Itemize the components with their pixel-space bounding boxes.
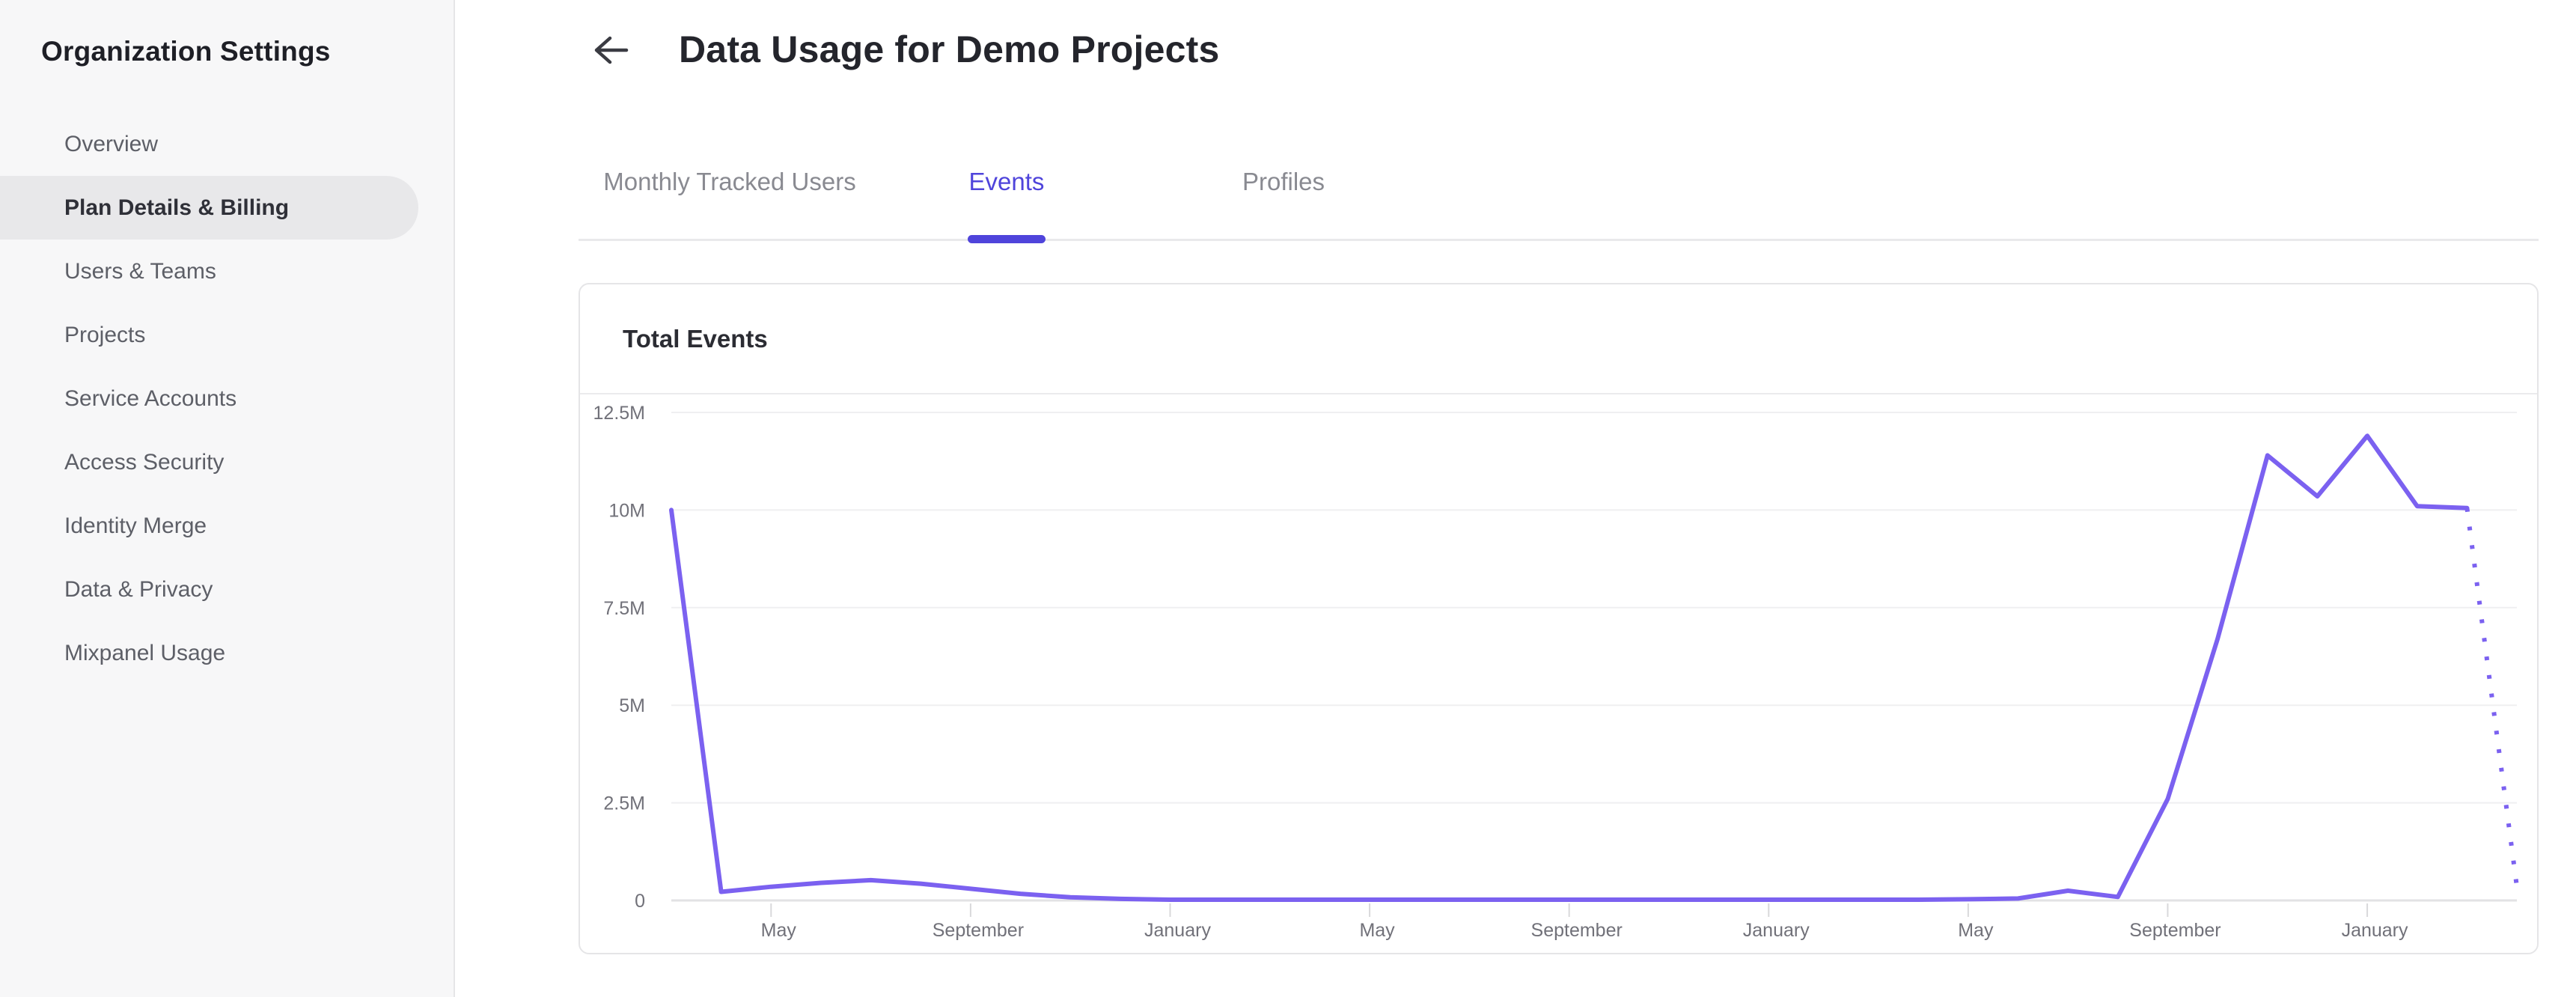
tab-label: Events bbox=[968, 168, 1045, 195]
sidebar-item-identity-merge[interactable]: Identity Merge bbox=[64, 513, 207, 538]
tab-label: Profiles bbox=[1242, 168, 1325, 195]
y-axis-label: 10M bbox=[608, 500, 645, 521]
x-axis-label: May bbox=[1359, 920, 1395, 941]
sidebar-item-service-accounts[interactable]: Service Accounts bbox=[64, 385, 237, 411]
x-axis-label: September bbox=[1531, 920, 1623, 941]
tab-events[interactable]: Events bbox=[868, 141, 1145, 243]
sidebar-item-plan-details-billing[interactable]: Plan Details & Billing bbox=[0, 176, 418, 240]
tab-label: Monthly Tracked Users bbox=[603, 168, 856, 195]
x-axis-label: January bbox=[1743, 920, 1810, 941]
total-events-card: Total Events 0 2.5M 5M 7.5M 10M 12.5M May Septe… bbox=[579, 283, 2539, 954]
events-line-incomplete-segment bbox=[2464, 507, 2519, 888]
x-axis-label: May bbox=[761, 920, 797, 941]
sidebar-item-overview[interactable]: Overview bbox=[64, 131, 159, 156]
active-tab-indicator bbox=[968, 235, 1046, 243]
y-axis-label: 12.5M bbox=[593, 403, 645, 424]
y-axis-label: 2.5M bbox=[603, 793, 645, 814]
sidebar-item-users-teams[interactable]: Users & Teams bbox=[64, 258, 216, 284]
x-axis-label: May bbox=[1958, 920, 1994, 941]
x-axis-label: September bbox=[933, 920, 1024, 941]
left-arrow-icon bbox=[592, 34, 629, 69]
x-axis-label: September bbox=[2129, 920, 2221, 941]
sidebar-item-projects[interactable]: Projects bbox=[64, 322, 146, 347]
sidebar-item-data-privacy[interactable]: Data & Privacy bbox=[64, 576, 213, 602]
y-axis-label: 7.5M bbox=[603, 598, 645, 619]
events-line-series bbox=[669, 433, 2470, 902]
back-button[interactable] bbox=[591, 33, 630, 69]
y-axis-label: 0 bbox=[635, 891, 645, 912]
sidebar-item-mixpanel-usage[interactable]: Mixpanel Usage bbox=[64, 640, 226, 665]
events-chart-svg: 0 2.5M 5M 7.5M 10M 12.5M May September January Ma… bbox=[593, 403, 2519, 941]
y-axis-label: 5M bbox=[619, 695, 645, 716]
organization-settings-sidebar: Organization Settings Overview Plan Detai… bbox=[0, 0, 455, 997]
tab-monthly-tracked-users[interactable]: Monthly Tracked Users bbox=[591, 141, 868, 239]
page-title: Data Usage for Demo Projects bbox=[679, 28, 1220, 70]
card-header: Total Events bbox=[580, 284, 2537, 394]
usage-tabs: Monthly Tracked Users Events Profiles bbox=[579, 141, 2539, 243]
sidebar-title: Organization Settings bbox=[41, 36, 331, 67]
sidebar-item-access-security[interactable]: Access Security bbox=[64, 449, 225, 475]
tab-profiles[interactable]: Profiles bbox=[1145, 141, 1422, 239]
x-axis-label: January bbox=[2342, 920, 2408, 941]
sidebar-nav-list: Overview Plan Details & Billing Users & Te… bbox=[0, 112, 454, 685]
x-axis-label: January bbox=[1144, 920, 1211, 941]
card-title: Total Events bbox=[623, 324, 768, 353]
events-chart: 0 2.5M 5M 7.5M 10M 12.5M May September January Ma… bbox=[580, 394, 2537, 951]
